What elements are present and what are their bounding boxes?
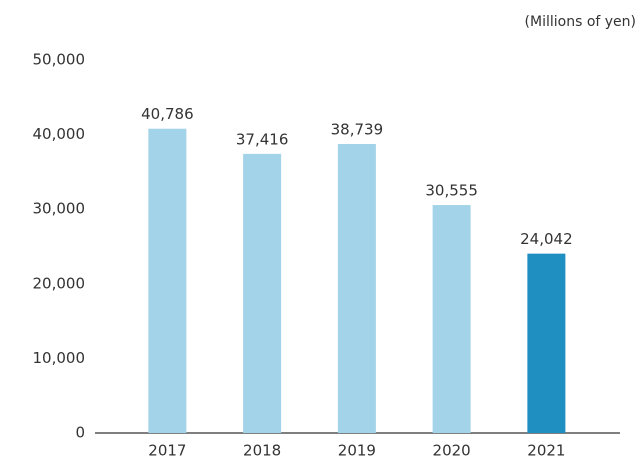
value-label: 24,042 [520, 230, 573, 248]
x-tick-label: 2018 [243, 442, 281, 460]
bar [432, 205, 471, 433]
bar [527, 253, 566, 433]
x-tick-label: 2017 [148, 442, 186, 460]
x-tick-label: 2021 [527, 442, 565, 460]
y-tick-label: 30,000 [33, 200, 86, 218]
bar [148, 128, 187, 433]
value-label: 37,416 [236, 130, 289, 148]
x-tick-label: 2019 [338, 442, 376, 460]
y-tick-label: 40,000 [33, 125, 86, 143]
bar [243, 153, 282, 433]
unit-label: (Millions of yen) [525, 14, 636, 30]
y-tick-label: 20,000 [33, 274, 86, 292]
bar [337, 144, 376, 433]
y-tick-label: 10,000 [33, 349, 86, 367]
value-label: 38,739 [331, 121, 384, 139]
value-label: 40,786 [141, 105, 194, 123]
y-tick-label: 0 [75, 424, 85, 442]
value-label: 30,555 [425, 182, 478, 200]
y-tick-label: 50,000 [33, 51, 86, 69]
x-tick-label: 2020 [433, 442, 471, 460]
